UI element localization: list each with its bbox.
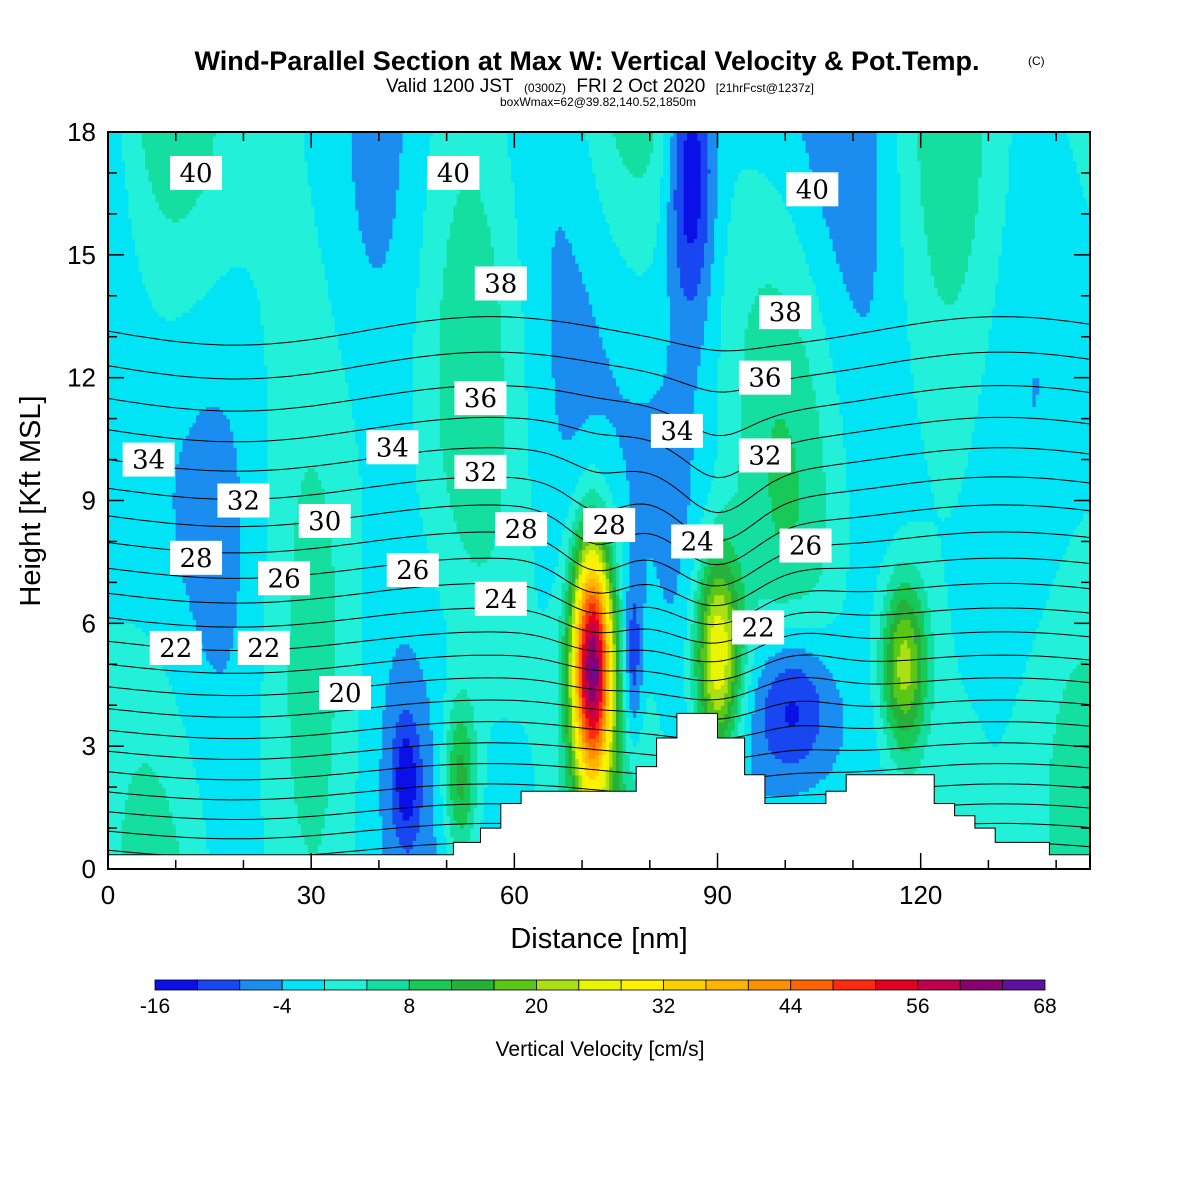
chart-subtitle-2: boxWmax=62@39.82,140.52,1850m xyxy=(500,95,696,109)
cross-section-chart: Wind-Parallel Section at Max W: Vertical… xyxy=(0,0,1200,1200)
chart-title-mark: (C) xyxy=(1028,54,1045,68)
chart-title: Wind-Parallel Section at Max W: Vertical… xyxy=(195,46,980,76)
chart-subtitle: Valid 1200 JST (0300Z) FRI 2 Oct 2020 [2… xyxy=(386,76,814,97)
